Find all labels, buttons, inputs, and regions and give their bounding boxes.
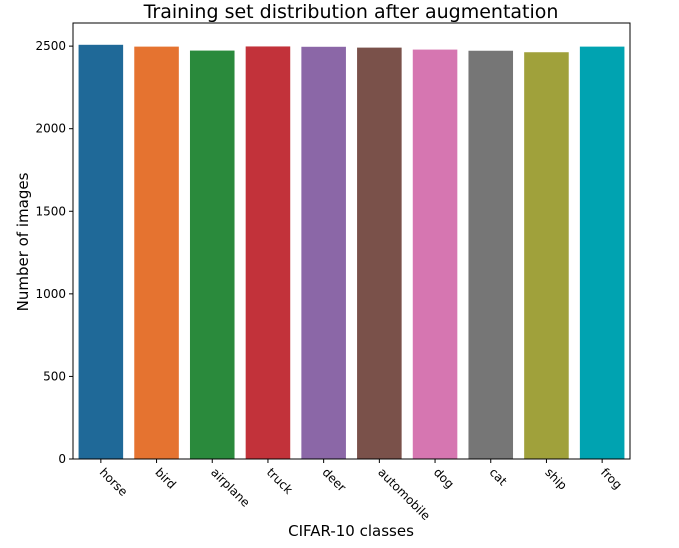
bar-truck (245, 46, 291, 460)
x-tick-label-dog: dog (431, 465, 457, 491)
y-axis-label: Number of images (14, 172, 32, 311)
y-tick-label: 2000 (35, 122, 66, 136)
bar-automobile (357, 47, 402, 459)
bar-bird (134, 46, 179, 459)
x-tick-label-automobile: automobile (375, 465, 433, 523)
x-tick-label-bird: bird (152, 465, 178, 491)
x-tick-label-airplane: airplane (208, 465, 252, 509)
x-tick-label-cat: cat (487, 465, 510, 488)
x-tick-label-truck: truck (264, 465, 296, 497)
x-tick-label-frog: frog (598, 465, 625, 492)
chart-title: Training set distribution after augmenta… (143, 1, 559, 23)
y-tick-label: 1500 (35, 204, 66, 218)
y-tick-label: 1000 (35, 287, 66, 301)
y-tick-label: 2500 (35, 39, 66, 53)
x-axis-label: CIFAR-10 classes (288, 522, 414, 540)
bar-airplane (189, 50, 235, 460)
plot-frame (72, 22, 631, 460)
bar-horse (78, 44, 124, 460)
x-tick-label-horse: horse (97, 465, 131, 499)
x-tick-label-ship: ship (542, 465, 569, 492)
bars-group (78, 44, 625, 460)
y-tick-label: 500 (43, 369, 66, 383)
y-axis-ticks: 0 500 1000 1500 2000 2500 (35, 39, 73, 466)
bar-deer (301, 46, 346, 459)
x-tick-label-deer: deer (320, 465, 349, 494)
bar-dog (412, 49, 458, 460)
bar-frog (579, 46, 625, 459)
bar-ship (524, 52, 569, 460)
y-tick-label: 0 (58, 452, 66, 466)
bar-cat (468, 50, 514, 459)
